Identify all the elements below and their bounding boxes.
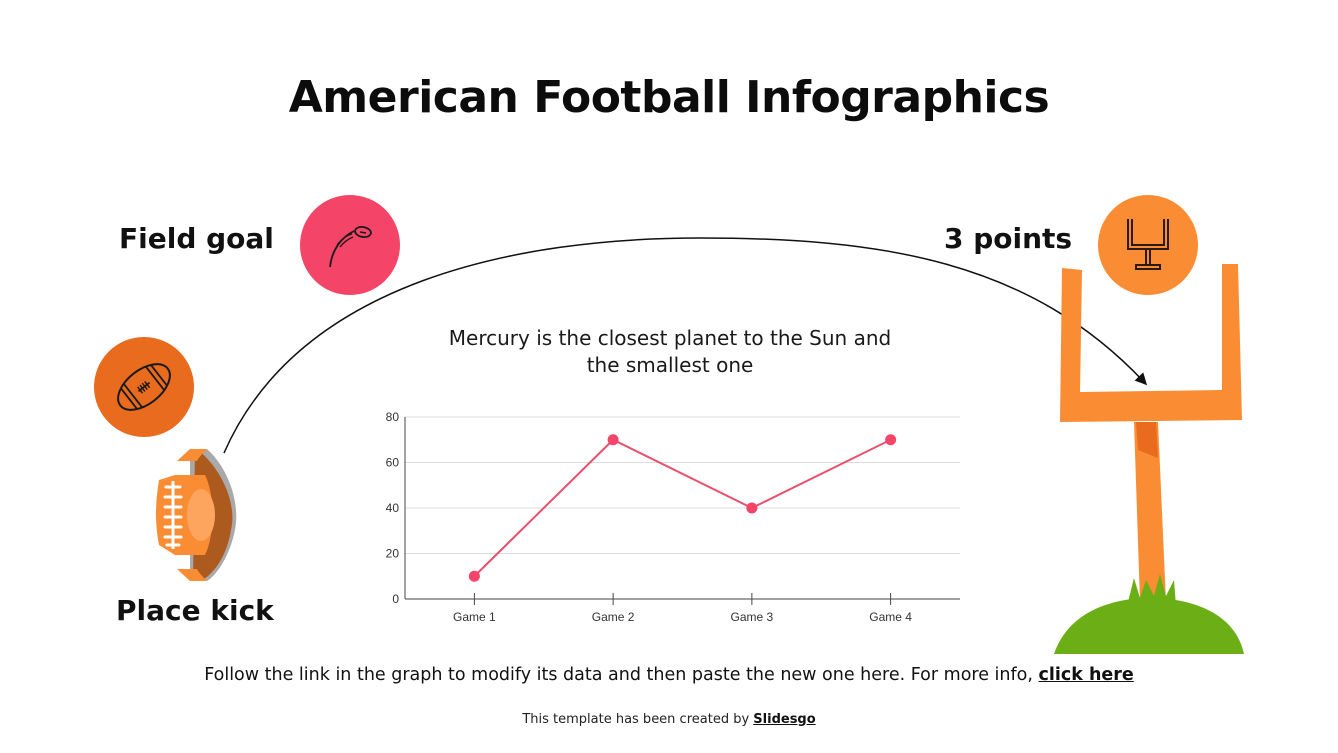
- footer-note: Follow the link in the graph to modify i…: [0, 665, 1338, 685]
- line-chart[interactable]: 0 20 40 60 80 Game 1 Game 2 Game 3 Game 4: [370, 405, 970, 635]
- x-tick-label: Game 2: [592, 610, 635, 624]
- three-points-label: 3 points: [944, 222, 1073, 255]
- credit-note: This template has been created by Slides…: [0, 712, 1338, 727]
- y-tick-label: 80: [386, 410, 400, 424]
- football-illustration: [156, 449, 237, 581]
- x-tick-label: Game 1: [453, 610, 496, 624]
- goal-post-icon: [1127, 219, 1169, 270]
- place-kick-badge: [94, 337, 194, 437]
- kicked-football-icon: [329, 225, 372, 268]
- field-goal-label: Field goal: [119, 222, 274, 255]
- goal-post-illustration: [1054, 264, 1244, 654]
- credit-text: This template has been created by: [522, 712, 754, 727]
- x-axis-ticks: Game 1 Game 2 Game 3 Game 4: [453, 593, 912, 624]
- y-tick-label: 0: [392, 592, 399, 606]
- y-tick-label: 60: [386, 456, 400, 470]
- place-kick-label: Place kick: [116, 594, 274, 627]
- slidesgo-link[interactable]: Slidesgo: [753, 712, 816, 727]
- y-axis-ticks: 0 20 40 60 80: [386, 410, 400, 606]
- data-point[interactable]: [607, 434, 619, 446]
- series-points: [468, 434, 897, 582]
- data-point[interactable]: [746, 502, 758, 514]
- page-title: American Football Infographics: [288, 72, 1050, 123]
- football-icon: [117, 363, 171, 411]
- click-here-link[interactable]: click here: [1038, 665, 1134, 685]
- x-tick-label: Game 3: [731, 610, 774, 624]
- data-point[interactable]: [468, 570, 480, 582]
- series-line: [473, 438, 892, 577]
- field-goal-badge: [300, 195, 400, 295]
- y-tick-label: 40: [386, 501, 400, 515]
- chart-gridlines: [405, 416, 960, 554]
- three-points-badge: [1098, 195, 1198, 295]
- chart-subtitle: Mercury is the closest planet to the Sun…: [448, 326, 892, 377]
- data-point[interactable]: [885, 434, 897, 446]
- footer-text: Follow the link in the graph to modify i…: [204, 665, 1039, 685]
- y-tick-label: 20: [386, 547, 400, 561]
- x-tick-label: Game 4: [869, 610, 912, 624]
